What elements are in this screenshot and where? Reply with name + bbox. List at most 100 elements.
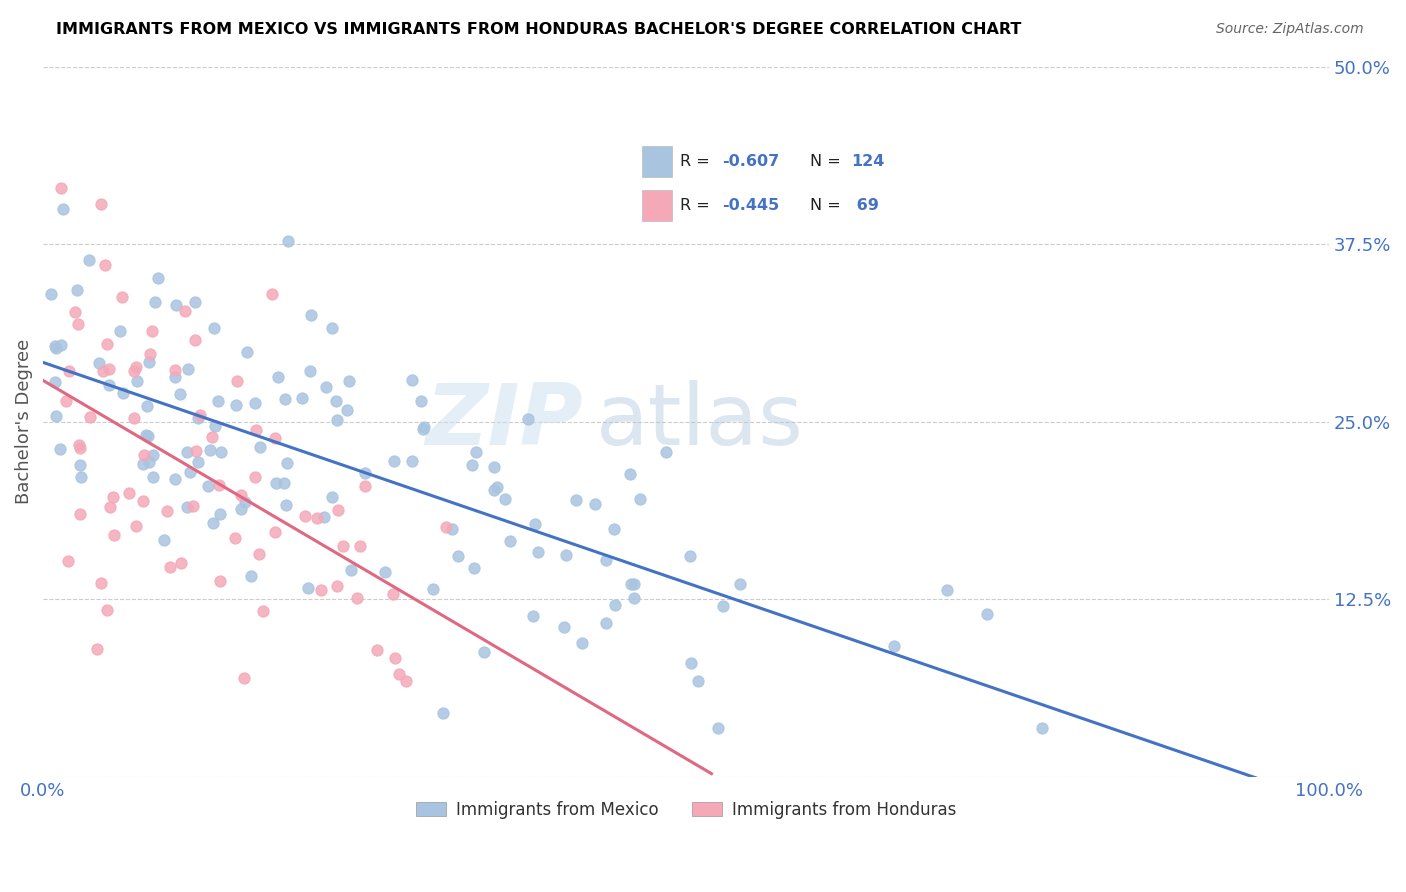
Point [170, 557, 193, 571]
Text: -0.607: -0.607 [721, 154, 779, 169]
Point [463, 561, 485, 575]
Point [315, 379, 337, 393]
Text: atlas: atlas [596, 380, 804, 463]
Point [401, 373, 423, 387]
Point [86, 641, 108, 656]
Point [325, 394, 347, 409]
Point [522, 609, 544, 624]
Point [312, 510, 335, 524]
Point [264, 476, 287, 491]
Point [381, 587, 404, 601]
Point [209, 445, 232, 459]
Point [527, 545, 550, 559]
Point [555, 548, 578, 562]
Point [207, 393, 229, 408]
Point [90, 197, 112, 211]
Point [276, 456, 298, 470]
Point [273, 475, 295, 490]
Point [124, 363, 146, 377]
Point [595, 553, 617, 567]
Point [678, 549, 700, 563]
Text: N =: N = [810, 154, 846, 169]
Point [434, 519, 457, 533]
Point [39, 287, 62, 301]
Point [69, 458, 91, 473]
Point [165, 369, 187, 384]
Point [249, 440, 271, 454]
Point [252, 604, 274, 618]
Point [145, 294, 167, 309]
Point [340, 563, 363, 577]
Point [134, 448, 156, 462]
Point [45, 341, 67, 355]
Point [619, 467, 641, 482]
Point [49, 180, 72, 194]
Point [132, 457, 155, 471]
Point [655, 445, 678, 459]
Point [139, 347, 162, 361]
Point [127, 374, 149, 388]
Point [976, 607, 998, 622]
Point [623, 576, 645, 591]
Point [245, 424, 267, 438]
Point [494, 492, 516, 507]
Point [179, 466, 201, 480]
Point [67, 317, 90, 331]
Point [686, 673, 709, 688]
Point [337, 374, 360, 388]
Point [141, 324, 163, 338]
Point [100, 500, 122, 515]
Point [461, 458, 484, 473]
Point [138, 455, 160, 469]
Point [229, 502, 252, 516]
Point [565, 493, 588, 508]
Point [197, 479, 219, 493]
Point [321, 491, 343, 505]
Point [163, 472, 186, 486]
Point [336, 403, 359, 417]
Point [595, 616, 617, 631]
Point [77, 253, 100, 268]
Point [201, 430, 224, 444]
Point [204, 418, 226, 433]
Point [142, 470, 165, 484]
Point [516, 411, 538, 425]
Point [231, 488, 253, 502]
Point [464, 445, 486, 459]
Point [395, 673, 418, 688]
Point [108, 324, 131, 338]
Point [69, 507, 91, 521]
Point [245, 396, 267, 410]
Point [69, 441, 91, 455]
Point [67, 438, 90, 452]
Point [138, 355, 160, 369]
Point [472, 645, 495, 659]
Point [103, 528, 125, 542]
Point [165, 298, 187, 312]
Point [447, 549, 470, 563]
Point [44, 339, 66, 353]
FancyBboxPatch shape [643, 146, 672, 177]
Point [55, 394, 77, 409]
Text: IMMIGRANTS FROM MEXICO VS IMMIGRANTS FROM HONDURAS BACHELOR'S DEGREE CORRELATION: IMMIGRANTS FROM MEXICO VS IMMIGRANTS FRO… [56, 22, 1022, 37]
Point [274, 392, 297, 406]
Point [156, 504, 179, 518]
Point [91, 364, 114, 378]
Point [274, 498, 297, 512]
Y-axis label: Bachelor's Degree: Bachelor's Degree [15, 339, 32, 504]
Point [132, 493, 155, 508]
Point [233, 495, 256, 509]
Text: R =: R = [681, 154, 716, 169]
Point [553, 620, 575, 634]
Point [136, 399, 159, 413]
Point [499, 534, 522, 549]
Point [226, 375, 249, 389]
Point [728, 577, 751, 591]
Point [117, 485, 139, 500]
FancyBboxPatch shape [643, 190, 672, 221]
Point [620, 577, 643, 591]
Point [628, 492, 651, 507]
Point [98, 361, 121, 376]
Point [153, 533, 176, 548]
Point [209, 574, 232, 589]
